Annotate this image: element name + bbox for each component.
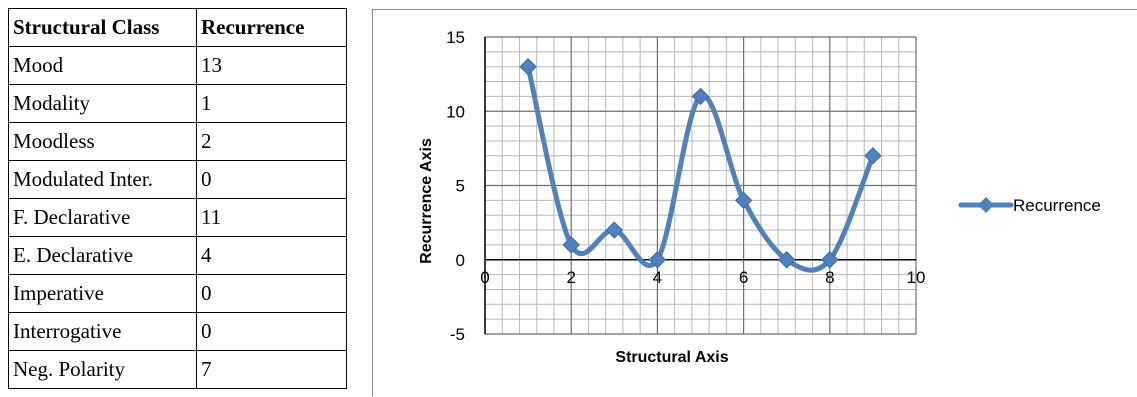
recurrence-cell: 0 <box>196 160 347 199</box>
table-row: F. Declarative 11 <box>8 198 347 237</box>
recurrence-cell: 4 <box>196 236 347 275</box>
recurrence-cell: 13 <box>196 46 347 85</box>
recurrence-chart: -5 0 5 10 15 0 2 4 6 8 10 Structural Axis Recurren… <box>418 28 1101 366</box>
header-structural-class: Structural Class <box>8 8 197 47</box>
x-tick-label: 10 <box>907 268 926 287</box>
y-axis-title: Recurrence Axis <box>418 138 435 264</box>
recurrence-cell: 0 <box>196 312 347 351</box>
data-point-marker <box>562 236 580 254</box>
chart-series <box>519 57 882 273</box>
data-point-marker <box>734 191 753 210</box>
data-point-marker <box>605 221 624 239</box>
table-row: Imperative 0 <box>8 274 347 313</box>
recurrence-cell: 7 <box>196 350 347 389</box>
y-tick-label: 10 <box>446 102 465 121</box>
table-row: Mood 13 <box>8 46 347 85</box>
data-point-marker <box>648 251 667 269</box>
structural-class-cell: Imperative <box>8 274 197 313</box>
structural-class-cell: Modality <box>8 84 197 123</box>
chart-area: -5 0 5 10 15 0 2 4 6 8 10 Structural Axis Recurren… <box>372 9 1137 396</box>
table-row: E. Declarative 4 <box>8 236 347 275</box>
data-point-marker <box>691 87 710 106</box>
structural-class-cell: Neg. Polarity <box>8 350 197 389</box>
table-body: Mood 13 Modality 1 Moodless 2 Modulated Inter.… <box>8 46 347 389</box>
structural-class-cell: E. Declarative <box>8 236 197 275</box>
x-tick-label: 8 <box>825 268 834 287</box>
y-tick-label: 15 <box>446 28 465 47</box>
x-tick-label: 4 <box>653 268 662 287</box>
recurrence-table: Structural Class Recurrence Mood 13 Modali… <box>8 8 347 389</box>
header-recurrence: Recurrence <box>196 8 347 47</box>
chart-grid <box>484 36 917 335</box>
recurrence-cell: 11 <box>196 198 347 237</box>
structural-class-cell: Moodless <box>8 122 197 161</box>
recurrence-cell: 0 <box>196 274 347 313</box>
table-row: Neg. Polarity 7 <box>8 350 347 389</box>
x-axis-title: Structural Axis <box>615 349 728 366</box>
legend-label-recurrence: Recurrence <box>1013 196 1101 215</box>
table-row: Interrogative 0 <box>8 312 347 351</box>
x-tick-label: 2 <box>566 268 575 287</box>
y-tick-label: 5 <box>456 177 465 196</box>
chart-legend: Recurrence <box>958 196 1101 215</box>
x-tick-label: 0 <box>480 268 489 287</box>
structural-class-cell: F. Declarative <box>8 198 197 237</box>
y-tick-label: -5 <box>450 325 465 344</box>
data-point-marker <box>519 57 537 76</box>
table-row: Moodless 2 <box>8 122 347 161</box>
table-row: Modulated Inter. 0 <box>8 160 347 199</box>
structural-class-cell: Modulated Inter. <box>8 160 197 199</box>
data-point-marker <box>777 251 796 269</box>
chart-ticks: -5 0 5 10 15 0 2 4 6 8 10 <box>446 28 925 344</box>
structural-class-cell: Mood <box>8 46 197 85</box>
y-tick-label: 0 <box>456 251 465 270</box>
data-point-marker <box>864 147 882 165</box>
structural-class-cell: Interrogative <box>8 312 197 351</box>
x-tick-label: 6 <box>739 268 748 287</box>
table-row: Modality 1 <box>8 84 347 123</box>
recurrence-cell: 2 <box>196 122 347 161</box>
table-header-row: Structural Class Recurrence <box>8 8 347 47</box>
data-point-marker <box>821 251 839 269</box>
recurrence-cell: 1 <box>196 84 347 123</box>
legend-marker <box>978 197 994 213</box>
